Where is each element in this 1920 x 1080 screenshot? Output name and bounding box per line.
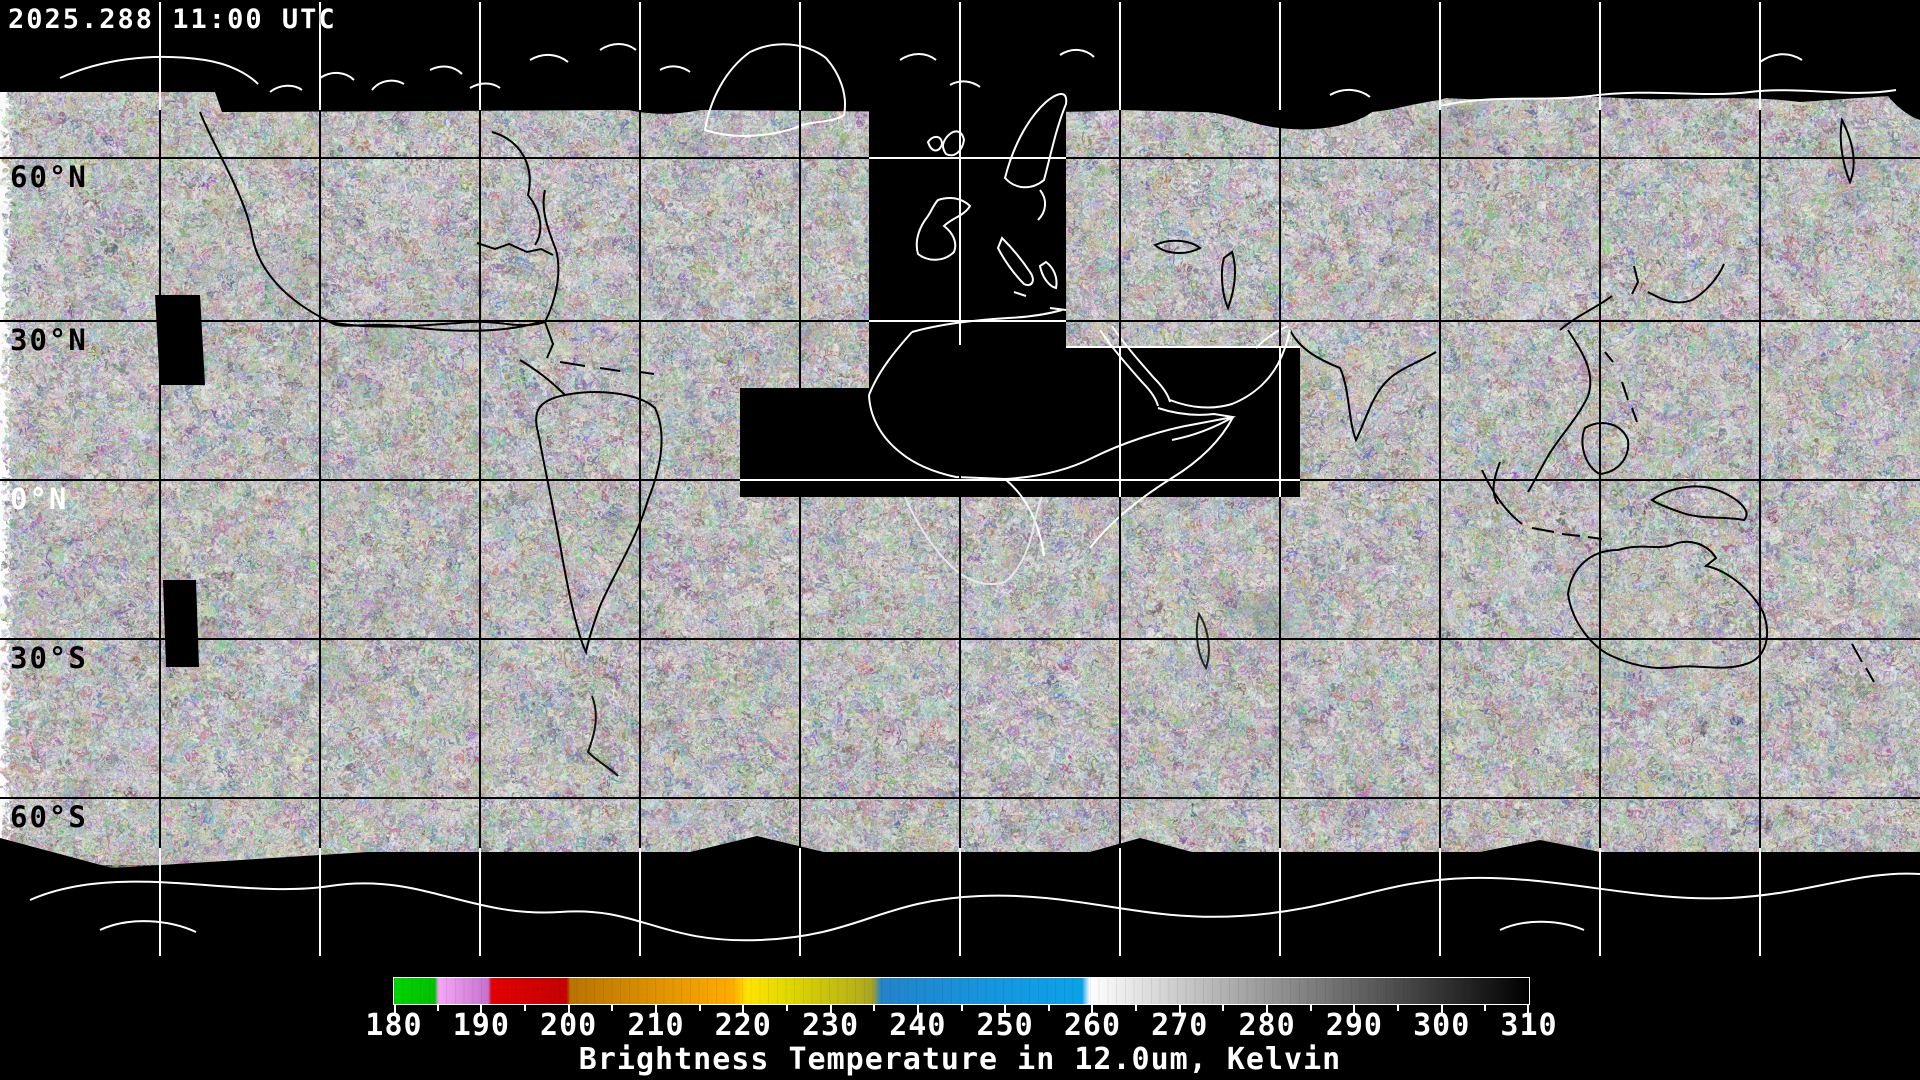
colorbar-major-tick [916, 1004, 919, 1017]
colorbar-minor-tick [960, 1004, 963, 1011]
colorbar-major-tick [1178, 1004, 1181, 1017]
colorbar-minor-tick [436, 1004, 439, 1011]
colorbar-major-tick [654, 1004, 657, 1017]
latitude-label: 0°N [10, 482, 69, 516]
red-convection-layer [12, 146, 1889, 527]
colorbar-minor-tick [1397, 1004, 1400, 1011]
colorbar-minor-tick [1135, 1004, 1138, 1011]
colorbar-major-tick [1004, 1004, 1007, 1017]
colorbar-major-tick [1527, 1004, 1529, 1017]
colorbar-tick-label: 210 [627, 1008, 685, 1043]
colorbar-minor-tick [1047, 1004, 1050, 1011]
latitude-label: 60°S [10, 800, 88, 834]
colorbar-minor-tick [698, 1004, 701, 1011]
colorbar-major-tick [480, 1004, 483, 1017]
colorbar-minor-tick [611, 1004, 614, 1011]
colorbar-tick-label: 250 [976, 1008, 1034, 1043]
colorbar-tick-label: 300 [1413, 1008, 1471, 1043]
colorbar-major-tick [1091, 1004, 1094, 1017]
colorbar-banding [394, 978, 1529, 1004]
colorbar-tick-label: 260 [1063, 1008, 1122, 1043]
colorbar-minor-tick [1484, 1004, 1487, 1011]
colorbar-tick-label: 270 [1151, 1008, 1209, 1043]
colorbar-major-tick [1266, 1004, 1269, 1017]
colorbar-major-tick [1353, 1004, 1356, 1017]
latitude-label: 60°N [10, 160, 88, 194]
colorbar-tick-label: 200 [540, 1008, 598, 1043]
colorbar-major-tick [394, 1004, 396, 1017]
colorbar-tick-label: 190 [452, 1008, 510, 1043]
colorbar-tick-label: 310 [1500, 1008, 1558, 1043]
colorbar-gradient [394, 978, 1529, 1004]
colorbar-tick-labels: 180 190 200 210 220 230 240 250 260 270 280 290 300 3… [365, 1008, 1556, 1043]
timestamp-label: 2025.288 11:00 UTC [8, 4, 337, 35]
colorbar-tick-label: 220 [714, 1008, 772, 1043]
colorbar-minor-tick [1222, 1004, 1225, 1011]
latitude-label: 30°S [10, 641, 88, 675]
colorbar-major-tick [1440, 1004, 1443, 1017]
latitude-label: 30°N [10, 323, 88, 357]
coastlines-light [29, 43, 1920, 942]
coastlines-dark [199, 111, 1875, 777]
colorbar-minor-tick [523, 1004, 526, 1011]
colorbar-title: Brightness Temperature in 12.0um, Kelvin [578, 1042, 1342, 1077]
colorbar-minor-tick [873, 1004, 876, 1011]
graticule [0, 2, 1920, 956]
colorbar-ticks [394, 1004, 1529, 1020]
colorbar-major-tick [742, 1004, 745, 1017]
colorbar-minor-tick [1309, 1004, 1312, 1011]
colorbar-tick-label: 290 [1325, 1008, 1383, 1043]
colorbar-tick-label: 230 [801, 1008, 860, 1043]
colorbar-minor-tick [785, 1004, 788, 1011]
world-ir-map-image [0, 2, 1920, 956]
colorbar-major-tick [829, 1004, 832, 1017]
colorbar-tick-label: 240 [889, 1008, 947, 1043]
colorbar [393, 977, 1530, 1005]
colorbar-major-tick [567, 1004, 570, 1017]
colorbar-tick-label: 280 [1238, 1008, 1296, 1043]
colorbar-tick-label: 180 [365, 1008, 423, 1043]
